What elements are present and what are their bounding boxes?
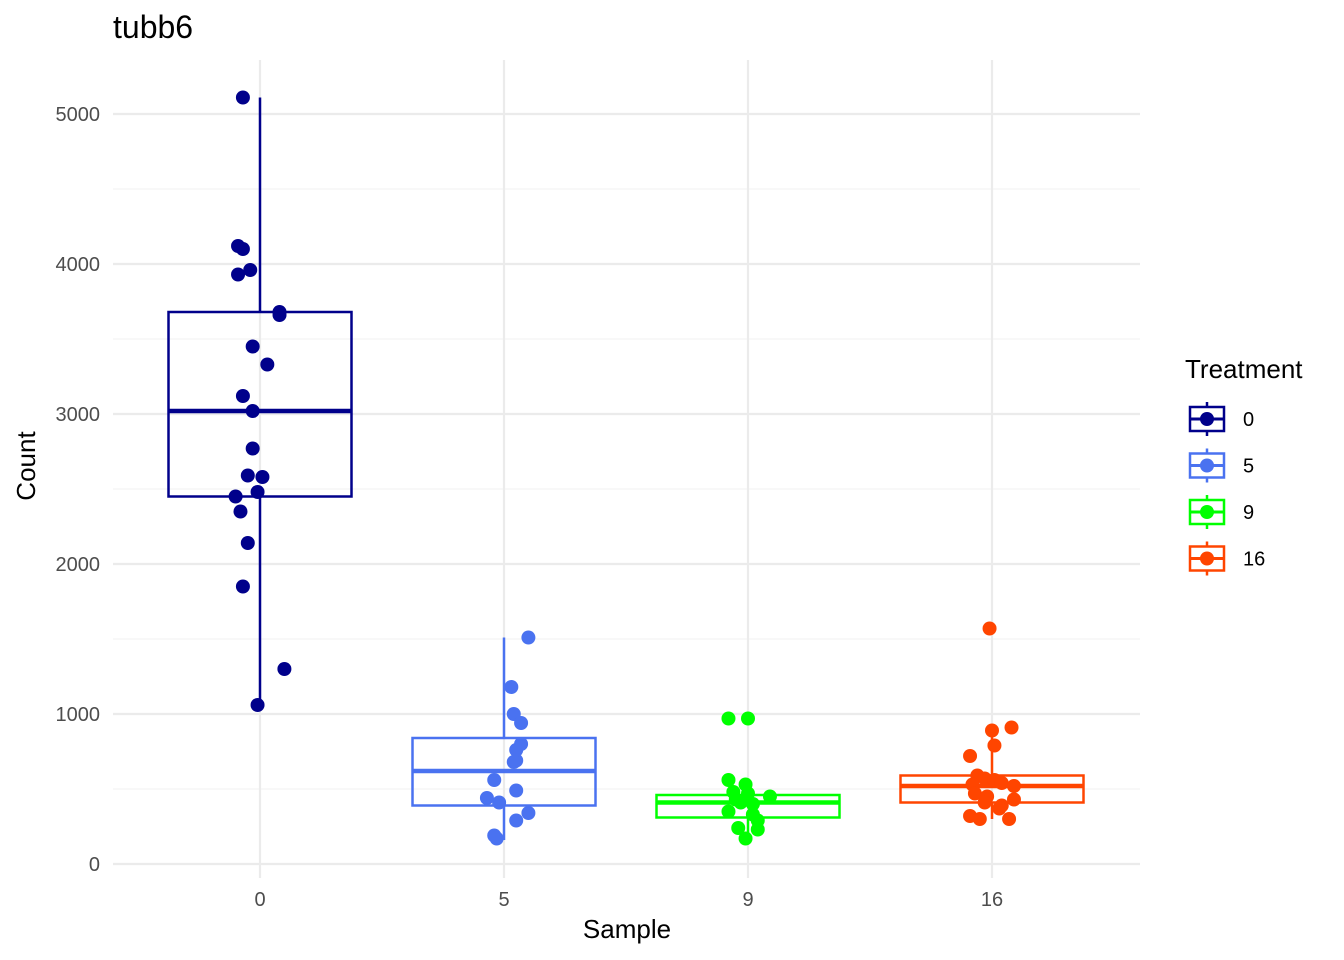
data-point [235,90,250,105]
boxes [167,97,1085,840]
data-point [521,806,536,820]
box-5 [411,637,597,840]
data-point [733,795,748,810]
data-point [235,242,250,256]
data-point [243,263,258,277]
legend-item-16: 16 [1188,541,1265,576]
legend-items: 0 5 9 16 [1188,402,1265,576]
y-tick-label: 0 [89,854,100,876]
data-point [1006,792,1021,807]
y-axis-title: Count [11,431,41,501]
data-point [240,536,255,550]
data-point [245,339,260,354]
data-point [762,789,777,804]
legend-label: 16 [1243,549,1265,571]
data-point [745,797,760,811]
legend-label: 9 [1243,502,1254,524]
data-point [721,804,736,819]
x-tick-label: 9 [742,889,753,911]
data-point [506,755,521,769]
grid [113,60,1140,878]
data-point [1004,720,1019,735]
data-point [977,795,992,810]
data-point [514,716,529,730]
data-point [731,821,746,835]
data-point [277,662,292,676]
legend-label: 5 [1243,456,1254,478]
data-point [509,813,524,828]
data-point [240,468,255,483]
legend-key-point [1200,458,1214,473]
legend-key-point [1200,412,1214,426]
data-point [994,776,1009,790]
data-point [750,822,765,837]
data-point [509,783,524,798]
y-tick-label: 3000 [56,404,101,426]
y-axis-ticks: 0 1000 2000 3000 4000 5000 [56,104,101,876]
data-point [982,621,997,636]
data-point [233,504,248,519]
y-tick-label: 2000 [56,554,101,576]
data-point [228,489,243,504]
data-point [509,743,524,757]
data-point [250,698,265,712]
data-point [260,357,275,372]
x-tick-label: 16 [981,889,1003,911]
data-point [250,485,265,499]
legend-item-9: 9 [1188,495,1254,529]
y-tick-label: 4000 [56,254,101,276]
data-point [992,801,1007,816]
data-point [721,711,736,726]
data-point [963,749,978,763]
data-point [1002,812,1017,826]
legend-key-point [1200,551,1214,566]
data-point [245,441,260,456]
x-axis-ticks: 0 5 9 16 [254,889,1003,911]
data-point [741,711,755,726]
data-point [231,267,246,282]
y-tick-label: 1000 [56,704,101,726]
x-tick-label: 0 [254,889,265,911]
data-point [738,831,753,846]
data-point [521,630,536,645]
data-point [972,812,987,826]
data-point [487,773,502,787]
data-point [272,308,287,322]
y-tick-label: 5000 [56,104,101,126]
chart-title: tubb6 [113,9,193,45]
x-axis-title: Sample [583,914,671,944]
legend-title: Treatment [1185,354,1303,384]
points [228,90,1021,846]
legend-label: 0 [1243,409,1254,431]
data-point [721,773,736,787]
data-point [235,389,250,403]
legend-item-0: 0 [1188,402,1254,436]
data-point [492,795,507,810]
legend: Treatment 0 5 9 16 [1185,354,1303,576]
data-point [985,723,999,738]
legend-item-5: 5 [1188,448,1254,483]
data-point [479,791,494,805]
data-point [967,786,982,801]
data-point [987,738,1002,753]
data-point [235,579,250,594]
data-point [245,404,260,418]
data-point [255,470,270,484]
data-point [489,831,504,846]
data-point [1006,779,1021,793]
legend-key-point [1200,505,1214,519]
x-tick-label: 5 [498,889,509,911]
data-point [504,680,519,694]
